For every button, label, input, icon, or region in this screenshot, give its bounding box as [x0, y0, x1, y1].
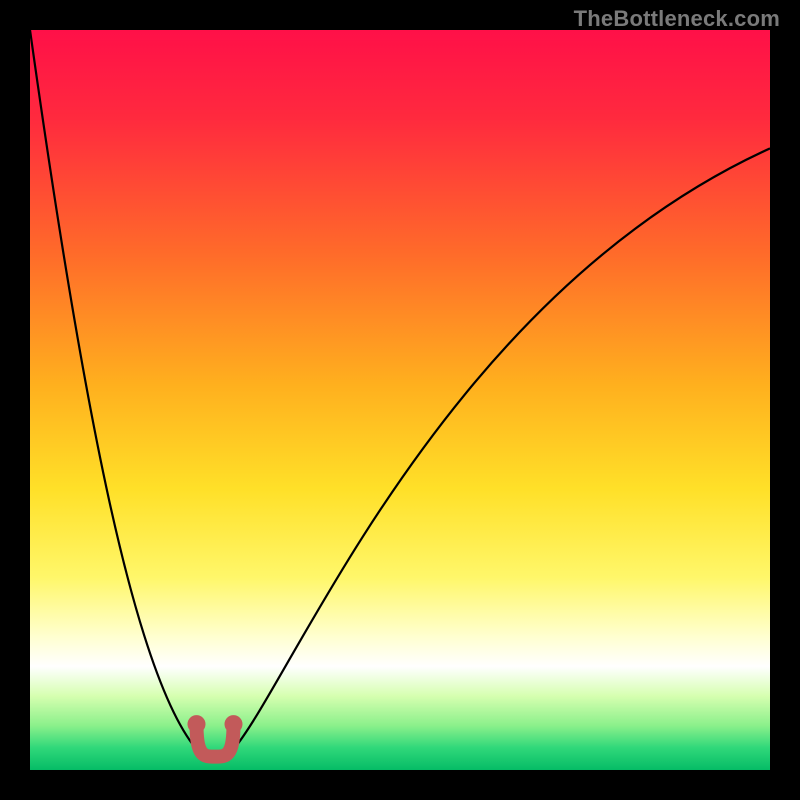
left-branch-curve	[30, 30, 197, 749]
curve-layer	[30, 30, 770, 770]
watermark-text: TheBottleneck.com	[574, 6, 780, 32]
right-branch-curve	[234, 148, 771, 749]
valley-endpoint-right	[225, 715, 243, 733]
valley-endpoint-left	[188, 715, 206, 733]
plot-area	[30, 30, 770, 770]
